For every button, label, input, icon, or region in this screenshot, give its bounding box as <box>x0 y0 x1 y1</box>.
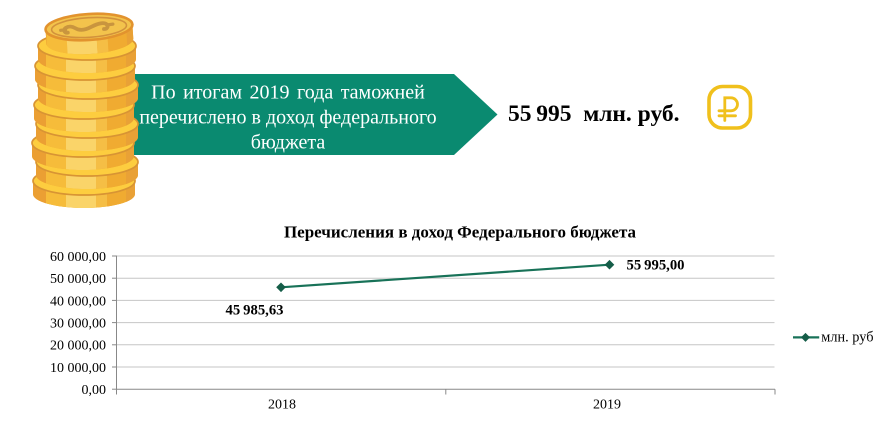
svg-text:10 000,00: 10 000,00 <box>50 361 106 376</box>
svg-text:Перечисления в доход Федеральн: Перечисления в доход Федерального бюджет… <box>284 223 637 242</box>
svg-text:2019: 2019 <box>593 398 621 413</box>
svg-text:30 000,00: 30 000,00 <box>50 317 106 332</box>
svg-text:45 985,63: 45 985,63 <box>226 303 284 319</box>
svg-text:2018: 2018 <box>268 398 296 413</box>
svg-text:млн. руб: млн. руб <box>821 330 873 346</box>
svg-text:0,00: 0,00 <box>82 383 107 398</box>
svg-text:40 000,00: 40 000,00 <box>50 294 106 309</box>
svg-text:перечислено в доход федерально: перечислено в доход федерального <box>139 107 436 129</box>
svg-text:бюджета: бюджета <box>251 132 326 154</box>
svg-text:50 000,00: 50 000,00 <box>50 272 106 287</box>
svg-text:60 000,00: 60 000,00 <box>50 250 106 265</box>
svg-text:55 995,00: 55 995,00 <box>627 257 685 273</box>
svg-text:По итогам 2019 года таможней: По итогам 2019 года таможней <box>151 82 425 104</box>
svg-text:20 000,00: 20 000,00 <box>50 339 106 354</box>
svg-text:55 995 млн. руб.: 55 995 млн. руб. <box>508 101 680 127</box>
